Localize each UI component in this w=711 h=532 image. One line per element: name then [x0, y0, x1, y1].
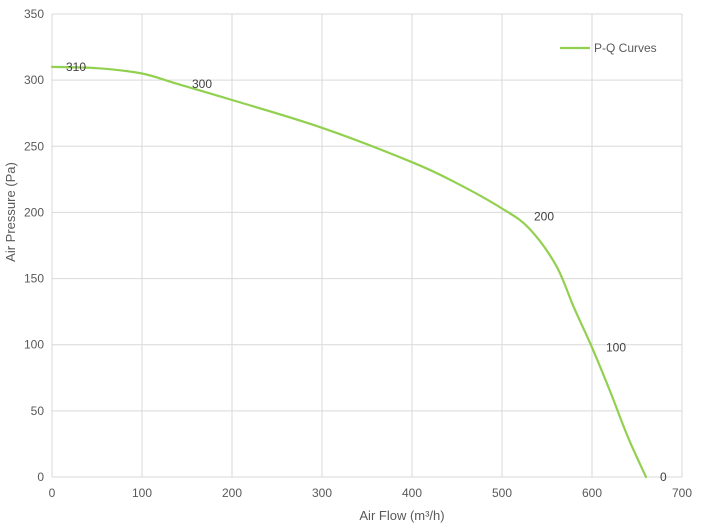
legend: P-Q Curves — [560, 41, 657, 55]
data-label-300: 300 — [192, 77, 212, 91]
data-label-310: 310 — [66, 60, 86, 74]
legend-label: P-Q Curves — [594, 41, 657, 55]
x-tick-label-600: 600 — [582, 486, 602, 500]
x-axis-ticks: 0 100 200 300 400 500 600 700 — [49, 486, 693, 500]
x-tick-label-700: 700 — [672, 486, 692, 500]
x-tick-label-100: 100 — [132, 486, 152, 500]
x-tick-label-500: 500 — [492, 486, 512, 500]
data-label-200: 200 — [534, 209, 554, 223]
pq-curve-line — [50, 65, 648, 479]
y-tick-label-150: 150 — [24, 272, 44, 286]
y-tick-label-200: 200 — [24, 205, 44, 219]
data-labels: 310 300 200 100 0 — [66, 60, 667, 484]
x-tick-label-200: 200 — [222, 486, 242, 500]
y-tick-label-300: 300 — [24, 73, 44, 87]
y-axis-title: Air Pressure (Pa) — [3, 162, 18, 262]
x-axis-title: Air Flow (m³/h) — [359, 508, 444, 523]
data-label-100: 100 — [606, 340, 626, 354]
data-label-0: 0 — [660, 470, 667, 484]
y-tick-label-0: 0 — [37, 470, 44, 484]
x-tick-label-300: 300 — [312, 486, 332, 500]
y-tick-label-250: 250 — [24, 139, 44, 153]
grid-lines — [51, 13, 683, 478]
x-tick-label-0: 0 — [49, 486, 56, 500]
x-tick-label-400: 400 — [402, 486, 422, 500]
y-tick-label-50: 50 — [31, 404, 45, 418]
y-axis-ticks: 0 50 100 150 200 250 300 350 — [24, 7, 44, 484]
y-tick-label-350: 350 — [24, 7, 44, 21]
y-tick-label-100: 100 — [24, 338, 44, 352]
